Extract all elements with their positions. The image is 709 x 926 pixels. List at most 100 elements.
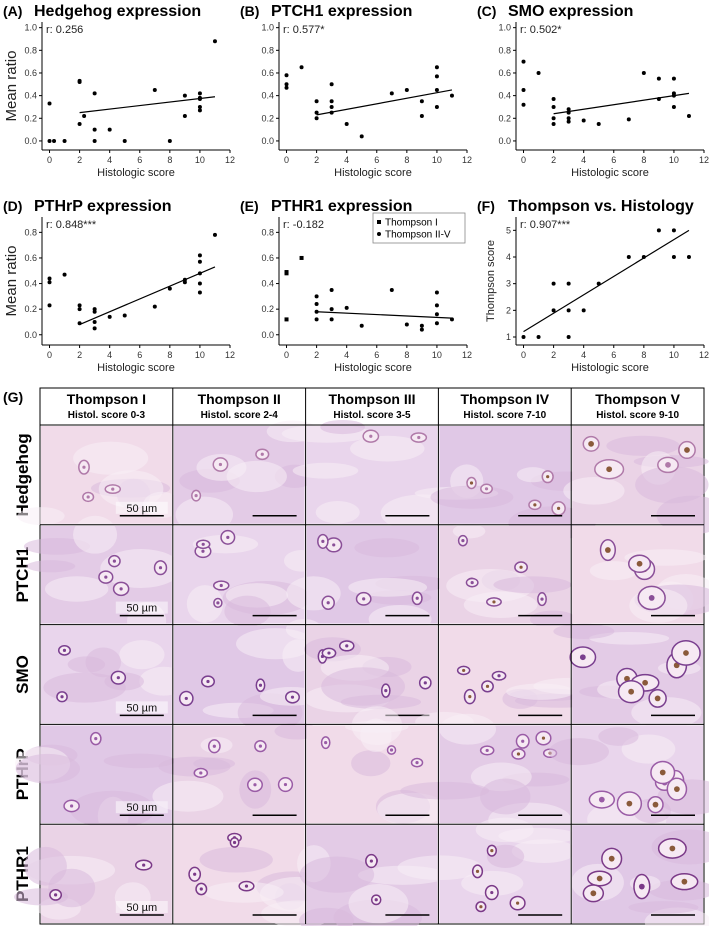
point [212, 39, 217, 44]
nucleus [497, 674, 501, 678]
nucleus [326, 601, 330, 605]
nucleus [369, 434, 373, 438]
tissue [321, 667, 406, 706]
tissue [553, 623, 615, 639]
tissue [516, 467, 549, 483]
nucleus [244, 884, 249, 888]
nucleus [369, 859, 373, 863]
nucleus [626, 800, 633, 807]
legend-marker [377, 220, 381, 224]
tissue [631, 697, 702, 729]
point [314, 317, 319, 322]
nucleus [490, 849, 494, 853]
point [656, 76, 661, 81]
point [449, 93, 454, 98]
nucleus [194, 494, 198, 498]
point [626, 117, 631, 122]
point [596, 281, 601, 286]
x-tick-label: 10 [195, 350, 205, 360]
nucleus [199, 887, 203, 891]
nucleus [462, 668, 466, 673]
y-tick-label: 0.6 [261, 253, 274, 263]
tissue [103, 753, 176, 769]
legend-label: Thompson I [385, 218, 438, 229]
nucleus [260, 452, 264, 456]
tissue [430, 485, 514, 509]
point [641, 255, 646, 259]
nucleus [199, 771, 203, 775]
tissue [589, 561, 638, 581]
nucleus [345, 644, 349, 648]
y-tick-label: 0.8 [24, 45, 37, 55]
annotation: r: 0.577* [283, 24, 325, 36]
nucleus [258, 744, 262, 748]
annotation: r: 0.907*** [520, 219, 571, 231]
nucleus [324, 741, 328, 745]
chart-title: PTCH1 expression [271, 3, 412, 20]
y-tick-label: 0.4 [24, 91, 37, 101]
x-tick-label: 10 [195, 155, 205, 165]
panel-label: (C) [477, 3, 496, 19]
point [299, 65, 304, 70]
point [314, 309, 319, 314]
histology-image [15, 725, 176, 836]
x-tick-label: 2 [77, 350, 82, 360]
tissue [397, 855, 483, 881]
tissue [315, 501, 360, 524]
y-tick-label: 0.0 [24, 136, 37, 146]
tissue [493, 576, 572, 594]
chart-title: SMO expression [508, 3, 633, 20]
nucleus [417, 435, 421, 440]
nucleus [468, 694, 472, 699]
point [152, 304, 157, 309]
nucleus [608, 855, 615, 862]
tissue [400, 781, 490, 800]
point [419, 99, 424, 104]
point [197, 108, 202, 113]
point [521, 335, 526, 339]
y-axis-label: Mean ratio [3, 51, 20, 122]
histology-image [548, 725, 709, 840]
nucleus [332, 543, 336, 547]
point [122, 313, 127, 318]
tissue [320, 419, 366, 435]
tissue [548, 738, 609, 766]
point [329, 82, 334, 87]
point [566, 281, 571, 286]
point [212, 232, 217, 237]
histology-image [397, 817, 578, 923]
nucleus [579, 654, 586, 661]
fit-line [316, 89, 453, 116]
x-tick-label: 8 [167, 350, 172, 360]
point [182, 280, 187, 285]
nucleus [596, 875, 603, 882]
tissue [354, 538, 420, 558]
x-axis-label: Histologic score [334, 167, 412, 179]
column-score: Histol. score 9-10 [596, 410, 679, 421]
point [671, 93, 676, 98]
tissue [598, 727, 639, 746]
point [92, 309, 97, 314]
nucleus [290, 695, 295, 699]
column-title: Thompson I [67, 391, 146, 407]
tissue [511, 839, 577, 863]
point [641, 70, 646, 75]
point [671, 104, 676, 109]
row-label: SMO [13, 655, 32, 694]
nucleus [206, 679, 210, 684]
nucleus [321, 539, 325, 544]
histology-image [281, 419, 464, 532]
chart-title: PTHR1 expression [271, 198, 412, 215]
y-tick-label: 0.8 [261, 45, 274, 55]
y-tick-label: 0.6 [498, 68, 511, 78]
point [197, 104, 202, 109]
nucleus [636, 560, 643, 567]
tissue [439, 713, 496, 745]
x-tick-label: 8 [641, 155, 646, 165]
nucleus [541, 736, 546, 740]
x-tick-label: 8 [641, 350, 646, 360]
x-tick-label: 12 [225, 155, 235, 165]
point [419, 114, 424, 119]
y-tick-label: 0.2 [261, 113, 274, 123]
